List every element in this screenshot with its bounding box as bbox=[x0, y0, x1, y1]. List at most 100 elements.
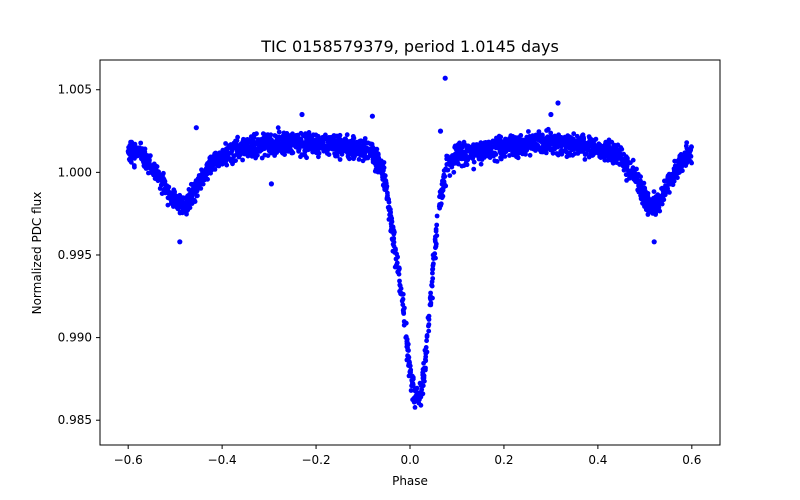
data-point bbox=[618, 145, 624, 150]
data-point bbox=[507, 153, 512, 158]
data-point bbox=[386, 197, 391, 203]
data-point bbox=[132, 156, 137, 161]
data-point bbox=[392, 264, 398, 270]
data-point bbox=[628, 173, 634, 179]
data-point bbox=[610, 149, 615, 155]
data-point bbox=[356, 144, 361, 150]
data-point bbox=[492, 150, 498, 156]
data-point bbox=[388, 228, 394, 234]
data-point bbox=[609, 157, 615, 163]
data-point bbox=[293, 137, 299, 143]
data-point bbox=[443, 166, 449, 172]
data-point bbox=[400, 302, 406, 308]
data-point bbox=[490, 139, 496, 145]
data-point bbox=[332, 142, 337, 147]
data-point bbox=[414, 395, 420, 400]
data-point bbox=[409, 383, 414, 389]
data-point bbox=[406, 354, 411, 360]
data-point bbox=[341, 148, 346, 154]
data-point bbox=[208, 163, 214, 169]
data-point bbox=[645, 191, 651, 196]
data-point bbox=[323, 132, 328, 138]
data-point bbox=[128, 159, 134, 165]
data-point bbox=[481, 152, 487, 158]
data-point bbox=[302, 148, 308, 154]
data-point bbox=[391, 243, 397, 249]
data-point bbox=[217, 152, 223, 158]
data-point bbox=[334, 147, 340, 152]
data-point bbox=[193, 125, 199, 131]
data-point bbox=[178, 198, 184, 204]
data-point bbox=[290, 131, 295, 137]
data-point bbox=[645, 203, 651, 209]
data-point bbox=[559, 148, 565, 153]
data-point bbox=[212, 167, 218, 172]
data-point bbox=[582, 157, 588, 162]
data-point bbox=[530, 139, 535, 145]
data-point bbox=[431, 261, 436, 267]
data-point bbox=[383, 187, 389, 193]
y-tick-label: 0.995 bbox=[58, 248, 92, 262]
data-point bbox=[487, 155, 493, 161]
data-point bbox=[356, 157, 362, 162]
data-point bbox=[284, 131, 290, 136]
data-point bbox=[684, 140, 690, 146]
data-point bbox=[574, 133, 580, 139]
data-point bbox=[442, 75, 448, 81]
data-point bbox=[423, 345, 429, 350]
data-point bbox=[463, 143, 469, 149]
data-point bbox=[246, 144, 252, 150]
data-point bbox=[536, 131, 542, 137]
data-point bbox=[414, 385, 420, 391]
data-point bbox=[586, 154, 592, 160]
data-point bbox=[450, 153, 455, 158]
data-point bbox=[471, 159, 477, 165]
y-tick-label: 0.990 bbox=[58, 331, 92, 345]
data-point bbox=[516, 135, 522, 141]
data-point bbox=[553, 138, 559, 144]
data-point bbox=[282, 148, 288, 154]
data-point bbox=[372, 168, 378, 174]
data-point bbox=[434, 213, 440, 219]
data-point bbox=[299, 111, 305, 118]
data-point bbox=[179, 204, 184, 210]
data-point bbox=[207, 168, 213, 173]
data-point bbox=[548, 111, 554, 118]
data-point bbox=[325, 145, 330, 151]
data-point bbox=[403, 335, 409, 340]
data-point bbox=[183, 210, 189, 216]
data-point bbox=[448, 161, 454, 167]
data-point bbox=[429, 279, 435, 285]
data-point bbox=[228, 150, 234, 156]
data-point bbox=[228, 158, 234, 164]
data-point bbox=[394, 260, 400, 266]
data-point bbox=[439, 187, 445, 193]
data-point bbox=[439, 195, 445, 201]
data-point bbox=[527, 152, 533, 158]
data-point bbox=[660, 191, 666, 197]
data-point bbox=[434, 233, 440, 239]
data-point bbox=[573, 140, 579, 146]
data-point bbox=[437, 128, 444, 134]
data-point bbox=[543, 135, 549, 141]
data-point bbox=[424, 338, 429, 344]
data-point bbox=[667, 190, 672, 195]
data-point bbox=[516, 150, 522, 156]
data-point bbox=[337, 157, 343, 162]
data-point bbox=[166, 184, 172, 190]
data-point bbox=[635, 171, 641, 177]
data-point bbox=[532, 134, 538, 140]
data-point bbox=[148, 153, 153, 159]
data-point bbox=[623, 172, 629, 178]
data-point bbox=[289, 150, 295, 156]
data-point bbox=[393, 256, 399, 262]
data-point bbox=[163, 188, 169, 194]
x-tick-label: −0.6 bbox=[114, 453, 143, 467]
data-point bbox=[177, 210, 183, 216]
data-point bbox=[432, 251, 438, 257]
data-point bbox=[360, 139, 366, 145]
data-point bbox=[389, 236, 395, 242]
data-point bbox=[376, 165, 382, 171]
data-point bbox=[154, 170, 159, 175]
